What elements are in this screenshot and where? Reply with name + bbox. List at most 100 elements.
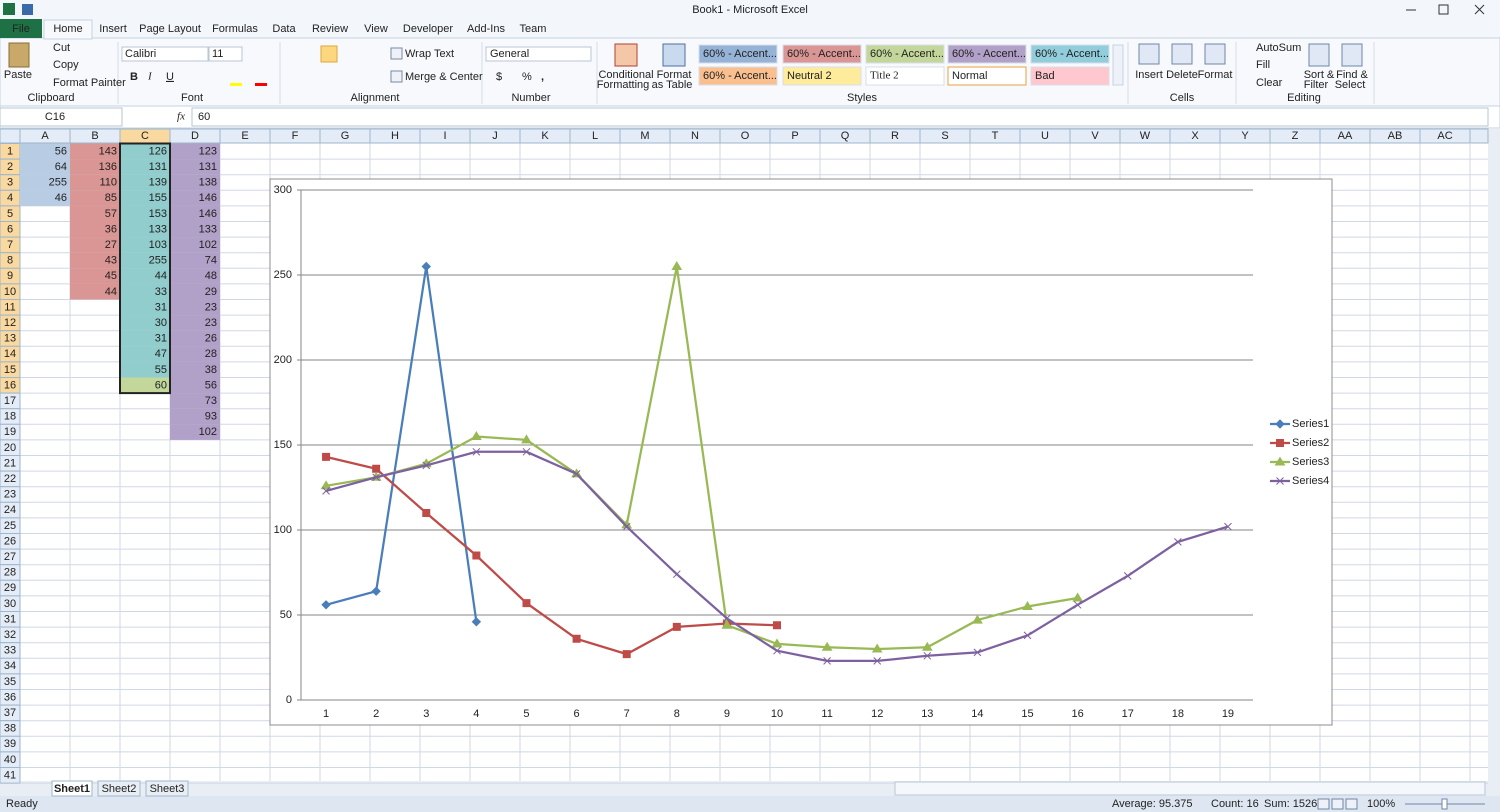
- view-button[interactable]: [1345, 798, 1358, 810]
- sheet-tab[interactable]: [145, 780, 189, 797]
- formula-content[interactable]: 60: [198, 111, 210, 123]
- row-header-label[interactable]: 11: [4, 301, 15, 313]
- format-icon[interactable]: [1204, 43, 1226, 65]
- cell-fill[interactable]: [170, 393, 220, 409]
- cell-style-label[interactable]: Neutral 2: [787, 70, 832, 82]
- ribbon-tab[interactable]: Add-Ins: [467, 23, 505, 35]
- cell-fill[interactable]: [120, 159, 170, 175]
- cell-value[interactable]: 131: [149, 161, 167, 173]
- cell-value[interactable]: 93: [205, 411, 217, 423]
- column-header[interactable]: [1419, 128, 1471, 144]
- delete-button[interactable]: Delete: [1166, 69, 1198, 81]
- format-as-table[interactable]: Format: [657, 69, 692, 81]
- cell-value[interactable]: 36: [105, 223, 117, 235]
- cell-value[interactable]: 73: [205, 395, 217, 407]
- underline-button[interactable]: U: [166, 71, 174, 83]
- row-header-label[interactable]: 3: [7, 177, 13, 189]
- row-header-label[interactable]: 2: [7, 161, 13, 173]
- cell-fill[interactable]: [170, 315, 220, 331]
- cell-value[interactable]: 131: [199, 161, 217, 173]
- cell-fill[interactable]: [120, 252, 170, 269]
- cell-fill[interactable]: [170, 299, 220, 316]
- name-box-text[interactable]: C16: [45, 111, 65, 123]
- column-header-label[interactable]: L: [592, 130, 598, 142]
- cell-value[interactable]: 143: [99, 145, 117, 157]
- cell-value[interactable]: 31: [155, 333, 167, 345]
- cell-fill[interactable]: [70, 143, 120, 160]
- cell-fill[interactable]: [170, 283, 220, 300]
- cell-value[interactable]: 126: [149, 145, 167, 157]
- cell-fill[interactable]: [70, 237, 120, 253]
- column-header-label[interactable]: W: [1140, 130, 1151, 142]
- row-header-label[interactable]: 41: [4, 769, 16, 781]
- home-tab[interactable]: [43, 19, 93, 40]
- cell-value[interactable]: 255: [149, 255, 167, 267]
- sheet-tab-label[interactable]: Sheet1: [54, 783, 90, 795]
- vertical-scrollbar[interactable]: [1488, 129, 1500, 781]
- row-header-label[interactable]: 27: [4, 551, 16, 563]
- paste-button[interactable]: Paste: [4, 69, 32, 81]
- cell-value[interactable]: 30: [155, 317, 167, 329]
- insert-button[interactable]: Insert: [1135, 69, 1163, 81]
- cell-value[interactable]: 46: [55, 192, 67, 204]
- row-header-label[interactable]: 8: [7, 255, 13, 267]
- column-header-label[interactable]: F: [292, 130, 299, 142]
- cell-style-label[interactable]: 60% - Accent...: [703, 70, 777, 82]
- cell-fill[interactable]: [170, 159, 220, 175]
- cell-style[interactable]: [698, 66, 778, 86]
- column-header-label[interactable]: AC: [1437, 130, 1452, 142]
- cell-style[interactable]: [698, 44, 778, 64]
- row-header-label[interactable]: 21: [4, 457, 16, 469]
- format-button[interactable]: Format: [1198, 69, 1233, 81]
- view-button[interactable]: [1331, 798, 1344, 810]
- row-header-label[interactable]: 7: [7, 239, 13, 251]
- formula-input[interactable]: [191, 107, 1489, 127]
- cell-fill[interactable]: [70, 205, 120, 222]
- row-header-label[interactable]: 34: [4, 660, 16, 672]
- row-header-label[interactable]: 16: [4, 379, 16, 391]
- cell-style-label[interactable]: Title 2: [870, 70, 899, 82]
- zoom-thumb[interactable]: [1441, 798, 1448, 810]
- number-format-box[interactable]: [485, 46, 592, 62]
- column-header-label[interactable]: T: [992, 130, 999, 142]
- ribbon-tab[interactable]: Formulas: [212, 23, 258, 35]
- row-header-label[interactable]: 10: [4, 286, 16, 298]
- cell-fill[interactable]: [170, 221, 220, 238]
- column-header-label[interactable]: U: [1041, 130, 1049, 142]
- cell-style[interactable]: [947, 44, 1027, 64]
- cell-value[interactable]: 44: [105, 286, 117, 298]
- cell-fill[interactable]: [70, 174, 120, 191]
- cell-fill[interactable]: [120, 143, 170, 160]
- ribbon-tab[interactable]: Page Layout: [139, 23, 201, 35]
- italic-button[interactable]: I: [147, 71, 153, 83]
- cell-fill[interactable]: [170, 346, 220, 362]
- insert-icon[interactable]: [1138, 43, 1160, 65]
- cell-fill[interactable]: [70, 159, 120, 175]
- cell-style-label[interactable]: Bad: [1035, 70, 1055, 82]
- cell-value[interactable]: 133: [149, 223, 167, 235]
- cell-fill[interactable]: [120, 361, 170, 378]
- column-header-label[interactable]: K: [541, 130, 549, 142]
- window-controls[interactable]: [1406, 4, 1485, 15]
- column-header-label[interactable]: V: [1091, 130, 1099, 142]
- ribbon-tab[interactable]: Data: [272, 23, 296, 35]
- middle-align-active[interactable]: [320, 45, 338, 63]
- save-icon[interactable]: [22, 4, 33, 15]
- cell-fill[interactable]: [70, 190, 120, 206]
- row-header-label[interactable]: 17: [4, 395, 16, 407]
- find-icon[interactable]: [1341, 43, 1363, 67]
- column-header-label[interactable]: D: [191, 130, 199, 142]
- merge-center-button[interactable]: Merge & Center: [405, 71, 483, 83]
- ribbon-tab[interactable]: Team: [520, 23, 547, 35]
- cell-value[interactable]: 48: [205, 270, 217, 282]
- cell-value[interactable]: 28: [205, 348, 217, 360]
- cell-value[interactable]: 146: [199, 208, 217, 220]
- row-header-label[interactable]: 30: [4, 598, 16, 610]
- file-tab[interactable]: [0, 19, 42, 38]
- cell-style-label[interactable]: 60% - Accent...: [703, 48, 777, 60]
- cell-style[interactable]: [865, 66, 945, 86]
- cell-style[interactable]: [1030, 44, 1110, 64]
- row-header-label[interactable]: 14: [4, 348, 16, 360]
- row-header-label[interactable]: 38: [4, 723, 16, 735]
- cell-fill[interactable]: [170, 377, 220, 394]
